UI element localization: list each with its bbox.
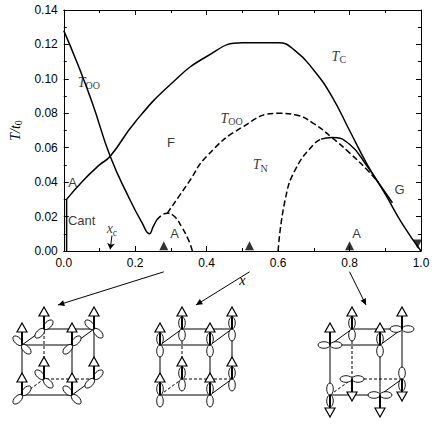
svg-text:A: A (68, 174, 77, 190)
svg-text:G: G (395, 182, 405, 197)
svg-text:x: x (238, 273, 246, 288)
svg-text:OO: OO (228, 116, 242, 127)
svg-text:0.8: 0.8 (341, 256, 358, 270)
svg-text:1.0: 1.0 (413, 256, 430, 270)
svg-text:0.14: 0.14 (34, 3, 58, 17)
svg-text:0.0: 0.0 (55, 256, 72, 270)
svg-text:0.08: 0.08 (34, 106, 58, 120)
svg-text:Cant: Cant (68, 213, 96, 228)
svg-text:0.06: 0.06 (34, 141, 58, 155)
svg-text:x: x (106, 221, 113, 237)
svg-text:0.6: 0.6 (270, 256, 287, 270)
svg-text:0: 0 (13, 120, 24, 125)
svg-text:0.10: 0.10 (34, 72, 58, 86)
svg-text:A: A (352, 226, 361, 241)
svg-text:0.00: 0.00 (34, 244, 58, 258)
svg-text:0.12: 0.12 (34, 37, 58, 51)
svg-text:T: T (252, 157, 261, 173)
svg-text:A: A (170, 226, 179, 241)
svg-text:0.02: 0.02 (34, 210, 58, 224)
svg-text:0.2: 0.2 (127, 256, 144, 270)
svg-text:C: C (339, 54, 346, 65)
svg-text:T: T (220, 110, 229, 126)
svg-text:T: T (331, 49, 340, 64)
svg-text:F: F (167, 135, 175, 150)
svg-text:0.4: 0.4 (198, 256, 215, 270)
svg-text:N: N (261, 163, 268, 174)
svg-text:c: c (113, 227, 118, 238)
svg-text:T/t: T/t (8, 124, 23, 141)
svg-text:0.04: 0.04 (34, 175, 58, 189)
html-text:TOO: TOO (77, 74, 100, 92)
